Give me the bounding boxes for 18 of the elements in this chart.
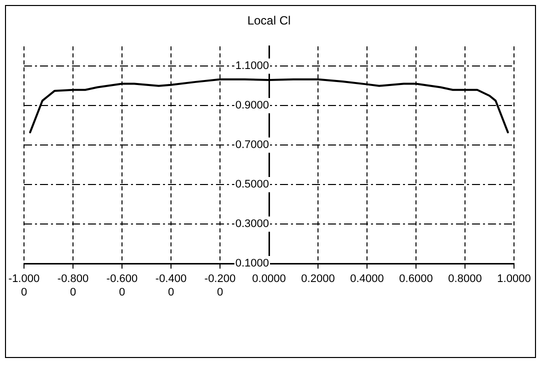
x-tick-label: 0.4000 bbox=[350, 273, 384, 286]
x-tick-label: 0.6000 bbox=[399, 273, 433, 286]
y-tick-label: 0.7000 bbox=[235, 139, 269, 152]
x-tick-label: 0.8000 bbox=[448, 273, 482, 286]
x-tick-label: 0.0000 bbox=[252, 273, 286, 286]
y-tick-label: 0.3000 bbox=[235, 218, 269, 230]
x-tick-label: -0.4000 bbox=[155, 273, 187, 298]
x-tick-label: -1.0000 bbox=[8, 273, 40, 298]
x-tick-label: -0.8000 bbox=[57, 273, 89, 298]
x-tick-label: 0.2000 bbox=[301, 273, 335, 286]
y-tick-label: 0.5000 bbox=[235, 178, 269, 191]
chart-title: Local Cl bbox=[247, 14, 291, 28]
y-tick-label: 0.9000 bbox=[235, 100, 269, 112]
y-tick-label: 0.1000 bbox=[235, 258, 269, 270]
y-tick-label: 1.1000 bbox=[235, 60, 269, 72]
x-tick-label: 1.0000 bbox=[497, 273, 531, 286]
x-tick-label: -0.6000 bbox=[106, 273, 138, 298]
x-tick-label: -0.2000 bbox=[204, 273, 236, 298]
